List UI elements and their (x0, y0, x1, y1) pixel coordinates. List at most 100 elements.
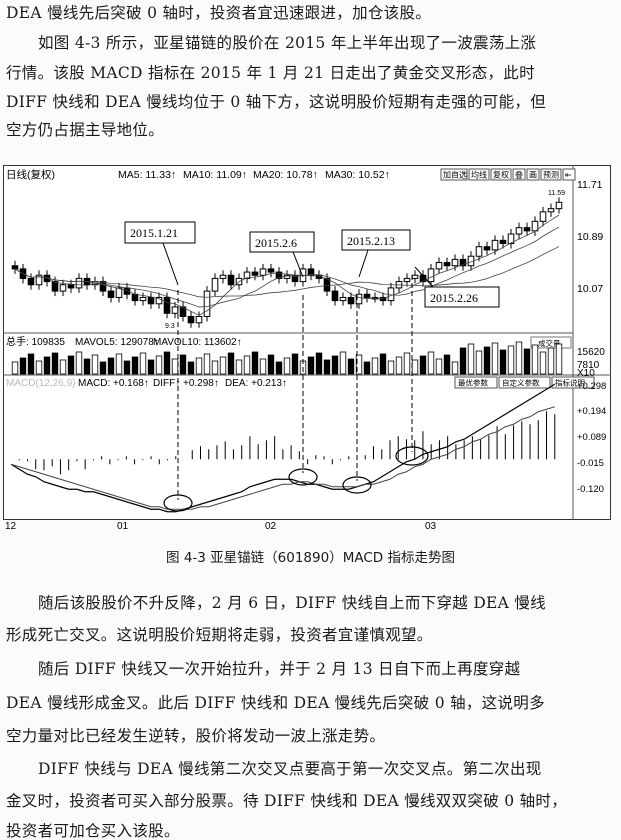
volume-bar (499, 349, 507, 375)
annotation-label: 2015.2.13 (347, 234, 395, 248)
paragraph-line: 行情。该股 MACD 指标在 2015 年 1 月 21 日走出了黄金交叉形态，… (6, 64, 535, 82)
toolbar-button-label: 复权 (493, 170, 509, 180)
macd-figure: 日线(复权) MA5: 11.33↑ MA10: 11.09↑ MA20: 10… (3, 165, 611, 530)
volume-bar (147, 359, 155, 375)
date-tick: 12 (5, 521, 17, 530)
toolbar-button[interactable] (562, 168, 576, 181)
paragraph-line: DEA 慢线先后突破 0 轴时，投资者宜迅速跟进，加仓该股。 (6, 4, 432, 22)
volume-bar (475, 350, 483, 375)
volume-bar (211, 360, 219, 375)
toolbar-button[interactable] (512, 168, 526, 181)
candle (243, 271, 251, 279)
volume-bar (387, 360, 395, 375)
volume-bar (227, 352, 235, 375)
toolbar-button-label: ⇤ (565, 171, 572, 180)
volume-bar (411, 359, 419, 375)
candle (227, 274, 235, 286)
volume-bar (251, 351, 259, 375)
volume-bar (235, 359, 243, 375)
candle (307, 268, 315, 276)
candle (147, 296, 155, 305)
volume-bar (435, 358, 443, 375)
candle (515, 227, 523, 235)
candle (339, 296, 347, 302)
candle (11, 265, 19, 270)
volume-bar (195, 357, 203, 375)
volume-bar (243, 355, 251, 375)
toolbar-button[interactable] (468, 168, 490, 181)
volume-bar (419, 355, 427, 375)
indicator-button-label: 自定义参数 (502, 378, 540, 388)
candle (75, 277, 83, 289)
candle (27, 277, 35, 286)
candle (203, 290, 211, 317)
candle (499, 239, 507, 245)
macd-tick: +0.089 (577, 432, 606, 443)
paragraph-line: 空方仍占据主导地位。 (6, 121, 165, 139)
indicator-button-label: 指标说明 (555, 378, 585, 388)
indicator-button[interactable] (454, 376, 498, 389)
volume-bar (331, 355, 339, 375)
volume-bar (379, 353, 387, 375)
price-tick: 10.07 (577, 283, 603, 295)
volume-tick: X10 (577, 368, 595, 379)
volume-bar (483, 346, 491, 375)
paragraph-line: DIFF 快线与 DEA 慢线第二次交叉点要高于第一次交叉点。第二次出现 (38, 760, 542, 778)
candle (35, 274, 43, 286)
volume-bar (459, 347, 467, 375)
candle (443, 262, 451, 267)
paragraph-line: 随后该股股价不升反降，2 月 6 日，DIFF 快线自上而下穿越 DEA 慢线 (38, 594, 546, 612)
candle (523, 227, 531, 232)
ma5-label: MA5: 11.33↑ (118, 169, 176, 181)
dea-value: DEA: +0.213↑ (225, 378, 287, 389)
date-tick: 03 (425, 521, 437, 530)
period-label: 日线(复权) (6, 168, 55, 181)
ma30-label: MA30: 10.52↑ (325, 169, 390, 181)
toolbar-button[interactable] (526, 168, 540, 181)
volume-bar (123, 360, 131, 375)
volume-bar (547, 347, 555, 375)
volume-bar (219, 356, 227, 375)
toolbar-button[interactable] (440, 168, 468, 181)
candle (251, 271, 259, 276)
indicator-button[interactable] (551, 376, 595, 389)
volume-bar (531, 344, 539, 375)
volume-bar (91, 354, 99, 375)
candle (155, 296, 163, 305)
candle (171, 306, 179, 314)
toolbar-button-label: 预测 (543, 170, 559, 180)
volume-bar (507, 345, 515, 375)
macd-name: MACD(12,26,9) (6, 378, 75, 389)
volume-bar (11, 361, 19, 375)
volume-bar (163, 351, 171, 375)
paragraph-line: DIFF 快线和 DEA 慢线均位于 0 轴下方，这说明股价短期有走强的可能，但 (6, 93, 546, 111)
candle (195, 315, 203, 324)
ma20-label: MA20: 10.78↑ (253, 169, 318, 181)
volume-select-label: 成交量 (538, 338, 561, 348)
volume-bar (403, 352, 411, 375)
cross-ellipse (288, 468, 318, 486)
volume-bar (155, 355, 163, 375)
candle (131, 293, 139, 302)
volume-total: 总手: 109835 (6, 335, 65, 348)
candle (451, 258, 459, 267)
volume-bar (75, 351, 83, 375)
candle (259, 268, 267, 276)
candle (539, 211, 547, 222)
volume-bar (51, 352, 59, 375)
volume-bar (27, 353, 35, 375)
volume-bar (131, 356, 139, 375)
candle (139, 296, 147, 302)
candle (363, 293, 371, 298)
paragraph-line: DEA 慢线形成金叉。此后 DIFF 快线和 DEA 慢线先后突破 0 轴，这说… (6, 694, 545, 712)
volume-bar (187, 361, 195, 375)
volume-bar (267, 354, 275, 375)
candle (475, 246, 483, 257)
volume-bar (171, 358, 179, 375)
toolbar-button[interactable] (490, 168, 512, 181)
volume-bar (67, 355, 75, 375)
indicator-button[interactable] (498, 376, 551, 389)
toolbar-button[interactable] (540, 168, 562, 181)
volume-bar (443, 354, 451, 375)
volume-bar (323, 359, 331, 375)
